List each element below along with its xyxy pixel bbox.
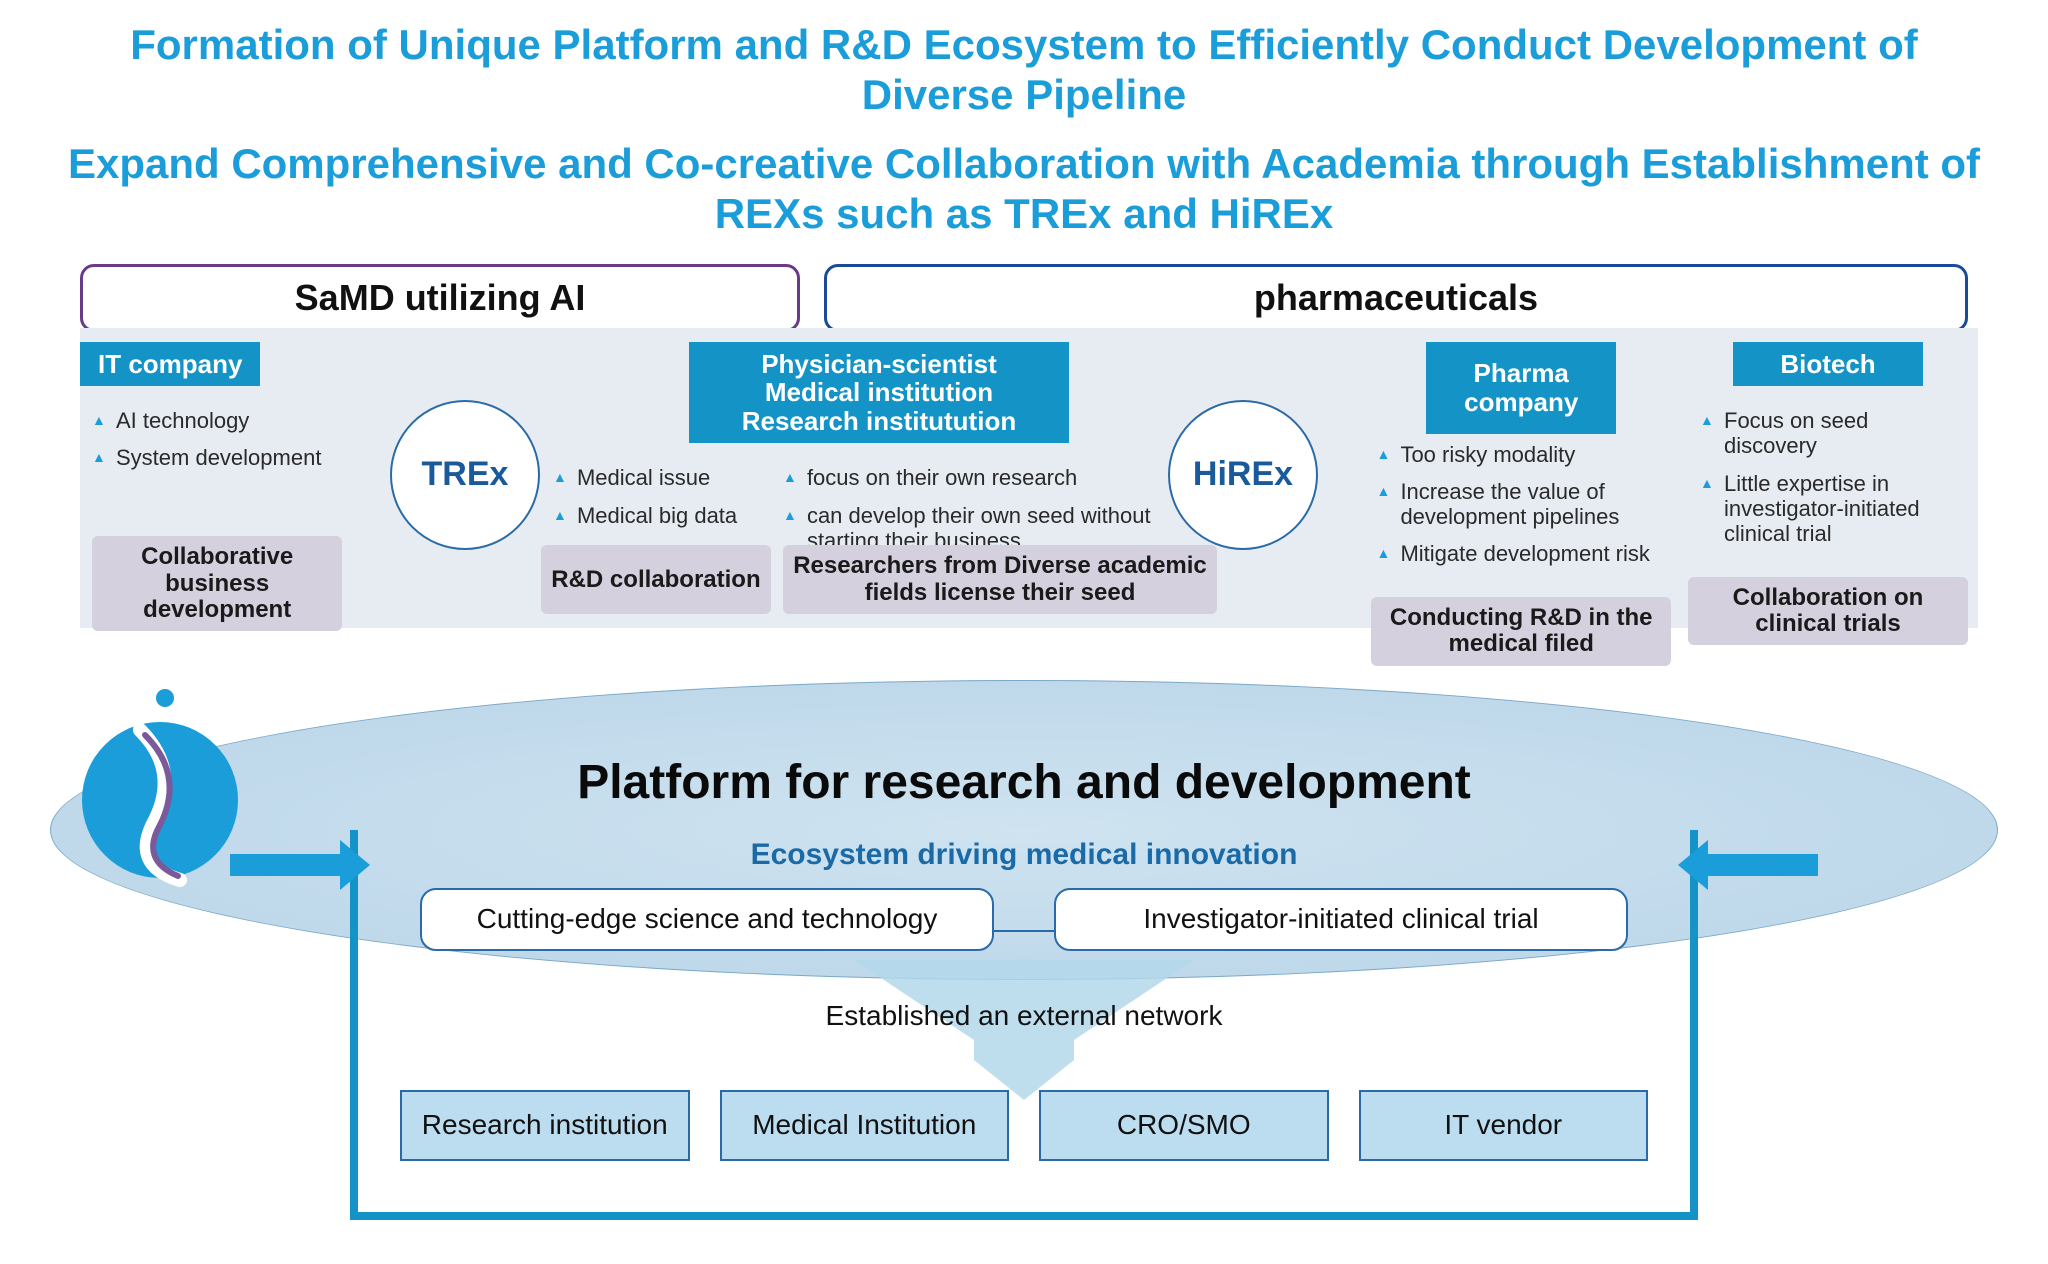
bullet: AI technology — [90, 408, 346, 433]
section-header-samd: SaMD utilizing AI — [80, 264, 800, 332]
bullet: Little expertise in investigator-initiat… — [1698, 471, 1960, 547]
hirex-circle: HiREx — [1168, 400, 1318, 550]
bullet: Medical big data — [551, 503, 763, 528]
col-pharma: Pharma company Too risky modality Increa… — [1364, 342, 1678, 666]
bullet: Too risky modality — [1374, 442, 1670, 467]
col-header-biotech: Biotech — [1733, 342, 1923, 387]
bullet: focus on their own research — [781, 465, 1209, 490]
col-physician: Physician-scientist Medical institution … — [541, 342, 1217, 666]
columns-row: IT company AI technology System developm… — [0, 342, 2048, 666]
title-block: Formation of Unique Platform and R&D Eco… — [0, 0, 2048, 250]
white-box-science: Cutting-edge science and technology — [420, 888, 994, 951]
down-funnel-icon — [854, 960, 1194, 1105]
blue-box-it: IT vendor — [1359, 1090, 1649, 1161]
ecosystem-title: Ecosystem driving medical innovation — [0, 838, 2048, 872]
trex-circle: TREx — [390, 400, 540, 550]
title-line-1: Formation of Unique Platform and R&D Eco… — [60, 20, 1988, 121]
physician-footers: R&D collaboration Researchers from Diver… — [541, 545, 1217, 614]
eco-bottom-row: Research institution Medical Institution… — [400, 1090, 1648, 1161]
col-header-physician: Physician-scientist Medical institution … — [689, 342, 1069, 444]
bullets-biotech: Focus on seed discovery Little expertise… — [1688, 386, 1968, 576]
col-footer-pharma: Conducting R&D in the medical filed — [1371, 597, 1671, 666]
col-it-company: IT company AI technology System developm… — [80, 342, 354, 666]
col-footer-rd: R&D collaboration — [541, 545, 771, 614]
bullet: System development — [90, 445, 346, 470]
section-headers: SaMD utilizing AI pharmaceuticals — [0, 250, 2048, 332]
blue-box-medical: Medical Institution — [720, 1090, 1010, 1161]
bullet: Increase the value of development pipeli… — [1374, 479, 1670, 530]
col-biotech: Biotech Focus on seed discovery Little e… — [1688, 342, 1968, 666]
col-footer-it: Collaborative business development — [92, 536, 342, 631]
bullets-pharma: Too risky modality Increase the value of… — [1364, 434, 1678, 597]
title-line-2: Expand Comprehensive and Co-creative Col… — [60, 139, 1988, 240]
network-label: Established an external network — [0, 1000, 2048, 1032]
bullet: Focus on seed discovery — [1698, 408, 1960, 459]
bullet: Medical issue — [551, 465, 763, 490]
bullets-it: AI technology System development — [80, 386, 354, 536]
eco-top-row: Cutting-edge science and technology Inve… — [420, 888, 1628, 951]
section-header-pharma: pharmaceuticals — [824, 264, 1968, 332]
col-footer-researchers: Researchers from Diverse academic fields… — [783, 545, 1217, 614]
col-footer-biotech: Collaboration on clinical trials — [1688, 577, 1968, 646]
platform-title: Platform for research and development — [0, 755, 2048, 810]
blue-box-research: Research institution — [400, 1090, 690, 1161]
col-header-it: IT company — [80, 342, 260, 387]
blue-box-cro: CRO/SMO — [1039, 1090, 1329, 1161]
white-box-trial: Investigator-initiated clinical trial — [1054, 888, 1628, 951]
col-header-pharma: Pharma company — [1426, 342, 1616, 434]
bullet: Mitigate development risk — [1374, 541, 1670, 566]
